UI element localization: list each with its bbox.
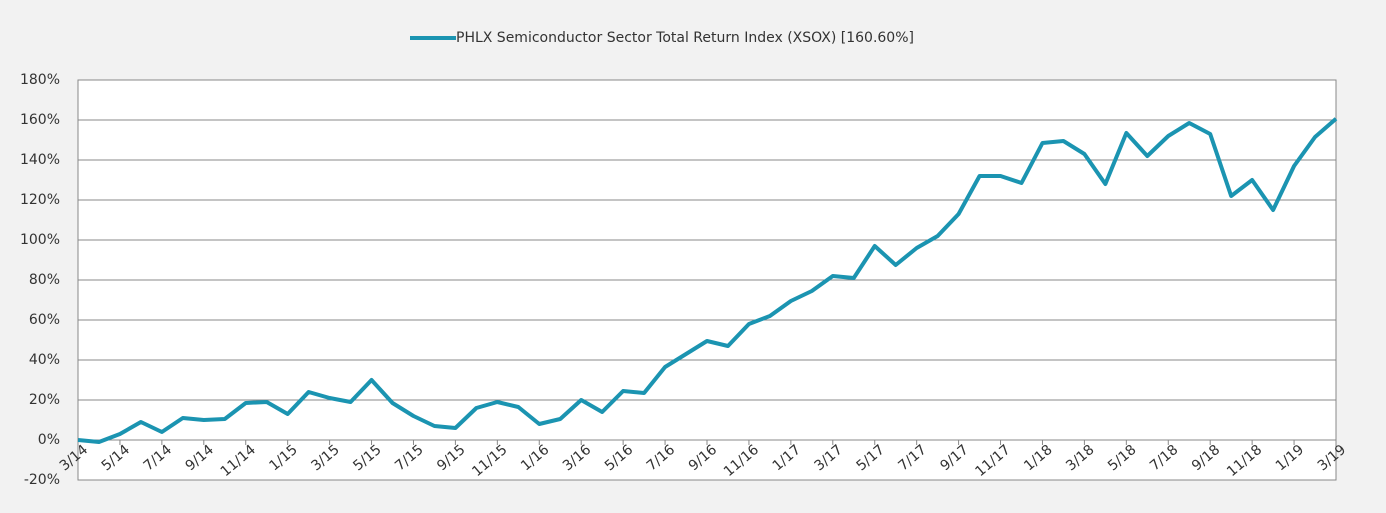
y-tick-label: 180% [20,72,60,88]
legend-label: PHLX Semiconductor Sector Total Return I… [456,30,914,46]
y-tick-label: 160% [20,112,60,128]
line-series [77,117,1338,444]
y-tick-label: 100% [20,232,60,248]
y-tick-label: -20% [24,472,60,488]
y-tick-label: 20% [29,392,60,408]
y-tick-label: 60% [29,312,60,328]
y-tick-label: 80% [29,272,60,288]
y-tick-label: 140% [20,152,60,168]
y-tick-label: 0% [38,432,60,448]
y-tick-label: 120% [20,192,60,208]
y-tick-label: 40% [29,352,60,368]
